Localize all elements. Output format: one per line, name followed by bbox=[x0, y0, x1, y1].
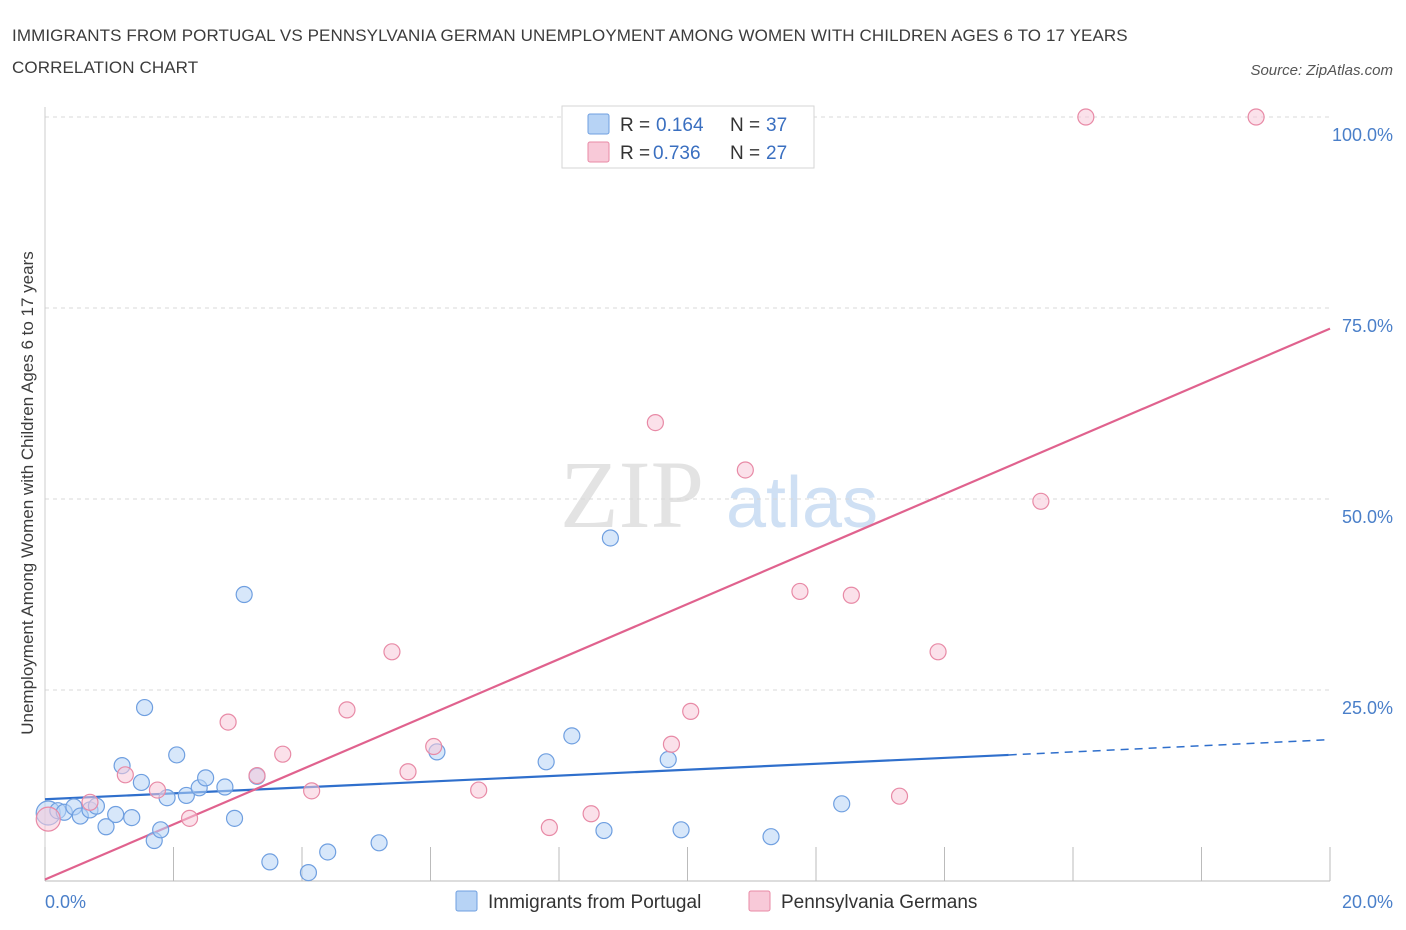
data-point-blue bbox=[225, 809, 244, 827]
data-point-pink bbox=[646, 414, 664, 432]
data-point-blue bbox=[235, 585, 253, 604]
data-point-pink bbox=[425, 737, 443, 756]
data-point-pink bbox=[248, 766, 266, 785]
data-point-blue bbox=[537, 753, 555, 771]
data-point-blue bbox=[123, 808, 141, 827]
data-point-blue bbox=[135, 698, 154, 717]
data-point-blue bbox=[299, 863, 318, 882]
legend-n-value: 37 bbox=[766, 115, 787, 136]
data-point-blue bbox=[319, 843, 337, 861]
data-point-blue bbox=[659, 750, 677, 769]
data-point-blue bbox=[563, 727, 581, 745]
legend-swatch-pink bbox=[587, 141, 610, 163]
data-point-pink bbox=[180, 809, 199, 827]
legend-n-label: N = bbox=[730, 115, 760, 136]
legend-row-blue: R = 0.164 N = 37 bbox=[587, 113, 787, 136]
data-point-blue bbox=[601, 529, 620, 547]
data-point-pink bbox=[929, 643, 947, 661]
data-point-blue bbox=[97, 818, 115, 836]
data-point-pink bbox=[791, 582, 809, 601]
data-point-pink bbox=[582, 805, 600, 823]
legend-row-pink: R = 0.736 N = 27 bbox=[587, 141, 787, 164]
data-point-blue bbox=[107, 805, 125, 824]
legend: R = 0.164 N = 37 R = 0.736 N = 27 bbox=[561, 105, 815, 169]
trend-line-pink bbox=[44, 327, 1331, 881]
legend-n-label: N = bbox=[730, 143, 760, 164]
bottom-legend: Immigrants from Portugal Pennsylvania Ge… bbox=[455, 890, 977, 913]
data-point-blue bbox=[216, 778, 234, 796]
data-point-blue bbox=[168, 746, 186, 764]
data-point-blue bbox=[132, 773, 150, 792]
legend-r-value: 0.736 bbox=[653, 143, 701, 164]
watermark: ZIP atlas bbox=[560, 441, 878, 548]
bottom-legend-swatch-pink bbox=[748, 890, 771, 912]
trend-line-extension bbox=[1008, 738, 1331, 756]
tick-labels: 25.0% 50.0% 75.0% 100.0% 0.0% 20.0% bbox=[45, 125, 1393, 912]
trend-lines bbox=[44, 327, 1331, 881]
data-point-pink bbox=[148, 781, 167, 799]
data-point-pink bbox=[383, 643, 401, 661]
data-point-pink bbox=[1032, 492, 1050, 510]
x-tick-label: 0.0% bbox=[45, 892, 86, 912]
axes bbox=[44, 107, 1331, 882]
data-point-pink bbox=[219, 713, 237, 731]
data-point-pink bbox=[540, 818, 558, 837]
data-point-pink bbox=[35, 806, 61, 832]
data-point-pink bbox=[842, 586, 860, 604]
data-point-pink bbox=[1247, 108, 1265, 126]
chart-title: IMMIGRANTS FROM PORTUGAL VS PENNSYLVANIA… bbox=[12, 26, 1128, 77]
x-tick-label: 20.0% bbox=[1342, 892, 1393, 912]
data-point-pink bbox=[116, 766, 134, 784]
source-note: Source: ZipAtlas.com bbox=[1250, 62, 1393, 79]
bottom-legend-label-blue: Immigrants from Portugal bbox=[488, 892, 701, 913]
data-point-blue bbox=[595, 821, 613, 840]
data-point-pink bbox=[1077, 108, 1095, 126]
legend-r-label: R = bbox=[620, 115, 650, 136]
data-point-blue bbox=[672, 821, 690, 839]
legend-n-value: 27 bbox=[766, 143, 787, 164]
data-point-pink bbox=[399, 763, 417, 781]
data-point-pink bbox=[338, 701, 356, 719]
data-point-pink bbox=[303, 782, 321, 800]
y-tick-label: 75.0% bbox=[1342, 316, 1393, 336]
data-point-pink bbox=[736, 461, 754, 479]
y-tick-label: 100.0% bbox=[1332, 125, 1393, 145]
data-point-pink bbox=[662, 735, 681, 753]
data-point-pink bbox=[274, 745, 292, 763]
bottom-legend-swatch-blue bbox=[455, 890, 478, 912]
data-point-blue bbox=[177, 786, 195, 805]
data-points bbox=[35, 108, 1265, 882]
bottom-legend-label-pink: Pennsylvania Germans bbox=[781, 892, 977, 913]
y-axis-title: Unemployment Among Women with Children A… bbox=[18, 251, 37, 735]
legend-r-value: 0.164 bbox=[656, 115, 704, 136]
data-point-pink bbox=[682, 702, 700, 720]
watermark-zip: ZIP bbox=[560, 441, 704, 548]
watermark-atlas: atlas bbox=[726, 463, 878, 543]
y-tick-label: 25.0% bbox=[1342, 698, 1393, 718]
y-tick-label: 50.0% bbox=[1342, 507, 1393, 527]
data-point-blue bbox=[833, 795, 851, 813]
data-point-pink bbox=[81, 793, 99, 811]
legend-r-label: R = bbox=[620, 143, 650, 164]
data-point-pink bbox=[470, 781, 488, 799]
data-point-blue bbox=[762, 828, 780, 846]
data-point-blue bbox=[197, 769, 215, 787]
data-point-blue bbox=[370, 834, 388, 852]
data-point-pink bbox=[890, 787, 909, 805]
data-point-blue bbox=[152, 821, 170, 839]
data-point-blue bbox=[261, 853, 279, 871]
legend-swatch-blue bbox=[587, 113, 610, 135]
